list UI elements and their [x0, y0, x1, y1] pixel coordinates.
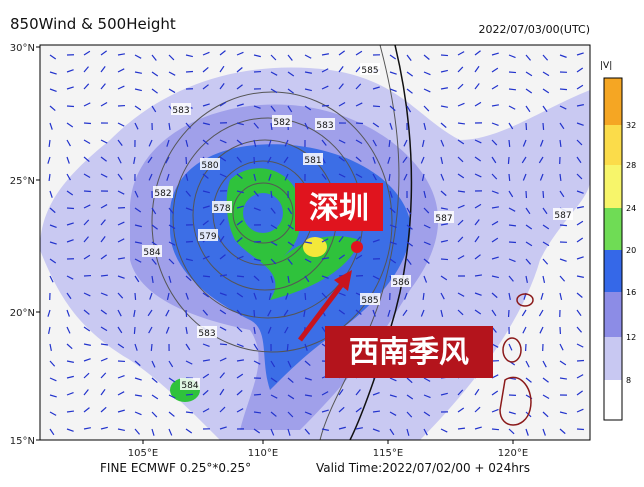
wind-barb [441, 259, 448, 260]
wind-barb [492, 429, 499, 430]
wind-barb [509, 242, 516, 243]
wind-barb [441, 55, 448, 56]
wind-barb [560, 225, 567, 226]
wind-barb [509, 89, 516, 90]
wind-barb [509, 225, 516, 226]
contour-label: 583 [172, 106, 189, 116]
wind-barb [543, 191, 544, 198]
wind-barb [186, 71, 193, 72]
contour-label: 583 [316, 121, 333, 131]
colorbar-label: 8 [626, 376, 631, 385]
map-area: 585 583 582 583 581 580 582 578 579 584 583 584 585 5… [40, 45, 590, 440]
wind-barb [254, 394, 261, 395]
footer-model: FINE ECMWF 0.25°*0.25° [100, 461, 251, 475]
wind-barb [186, 241, 193, 242]
colorbar-segment [604, 380, 622, 420]
title: 850Wind & 500Height [10, 15, 176, 33]
lon-label: 115°E [373, 448, 403, 459]
shenzhen-label: 深圳 [309, 192, 369, 225]
lon-label: 120°E [498, 448, 528, 459]
contour-label: 580 [201, 161, 218, 171]
wind-barb [220, 344, 227, 345]
wind-barb [508, 157, 509, 164]
wind-barb [237, 276, 244, 277]
colorbar-label: 28 [626, 161, 636, 170]
colorbar-segment [604, 165, 622, 208]
wind-barb [101, 275, 108, 276]
wind-barb [151, 344, 152, 351]
contour-label: 578 [213, 204, 230, 214]
contour-label: 587 [435, 214, 452, 224]
contour-label: 584 [143, 248, 160, 258]
contour-label: 585 [361, 66, 378, 76]
wind-barb [254, 310, 255, 317]
wind-barb [186, 394, 193, 395]
contour-label: 586 [392, 278, 409, 288]
lon-label: 105°E [128, 448, 158, 459]
wind-barb [84, 191, 91, 192]
colorbar-segment [604, 292, 622, 337]
footer-valid: Valid Time:2022/07/02/00 + 024hrs [316, 461, 530, 475]
lat-label: 15°N [10, 436, 35, 447]
contour-label: 579 [199, 232, 216, 242]
contour-label: 584 [181, 381, 198, 391]
contour-label: 585 [361, 296, 378, 306]
colorbar-label: 12 [626, 333, 636, 342]
wind-barb [373, 106, 380, 107]
lon-label: 110°E [248, 448, 278, 459]
wind-barb [305, 293, 306, 300]
wind-zone-28 [303, 237, 327, 257]
colorbar-label: 24 [626, 204, 636, 213]
contour-label: 582 [273, 118, 290, 128]
shenzhen-dot [351, 241, 363, 253]
wind-barb [186, 310, 187, 317]
colorbar-label: 20 [626, 246, 636, 255]
time-label: 2022/07/03/00(UTC) [479, 23, 591, 36]
colorbar-segment [604, 78, 622, 125]
wind-barb [509, 72, 516, 73]
cyclone-eye [243, 193, 283, 233]
colorbar-segment [604, 125, 622, 165]
monsoon-label: 西南季风 [349, 336, 469, 369]
wind-barb [543, 123, 544, 130]
wind-barb [134, 327, 135, 334]
contour-label: 583 [198, 329, 215, 339]
colorbar-segment [604, 337, 622, 380]
wind-barb [67, 208, 74, 209]
colorbar-label: 16 [626, 288, 636, 297]
lat-label: 20°N [10, 308, 35, 319]
wind-barb [135, 293, 136, 300]
wind-barb [287, 344, 288, 351]
contour-label: 582 [154, 189, 171, 199]
wind-barb [509, 140, 510, 147]
colorbar-segment [604, 250, 622, 292]
wind-barb [577, 360, 584, 361]
colorbar-segment [604, 208, 622, 250]
colorbar-label: 32 [626, 121, 636, 130]
wind-barb [509, 174, 510, 181]
lat-label: 25°N [10, 176, 35, 187]
wind-barb [203, 276, 210, 277]
contour-label: 587 [554, 211, 571, 221]
colorbar-title: |V| [600, 61, 612, 71]
wind-barb [560, 89, 567, 90]
contour-label: 581 [304, 156, 321, 166]
lat-label: 30°N [10, 43, 35, 54]
